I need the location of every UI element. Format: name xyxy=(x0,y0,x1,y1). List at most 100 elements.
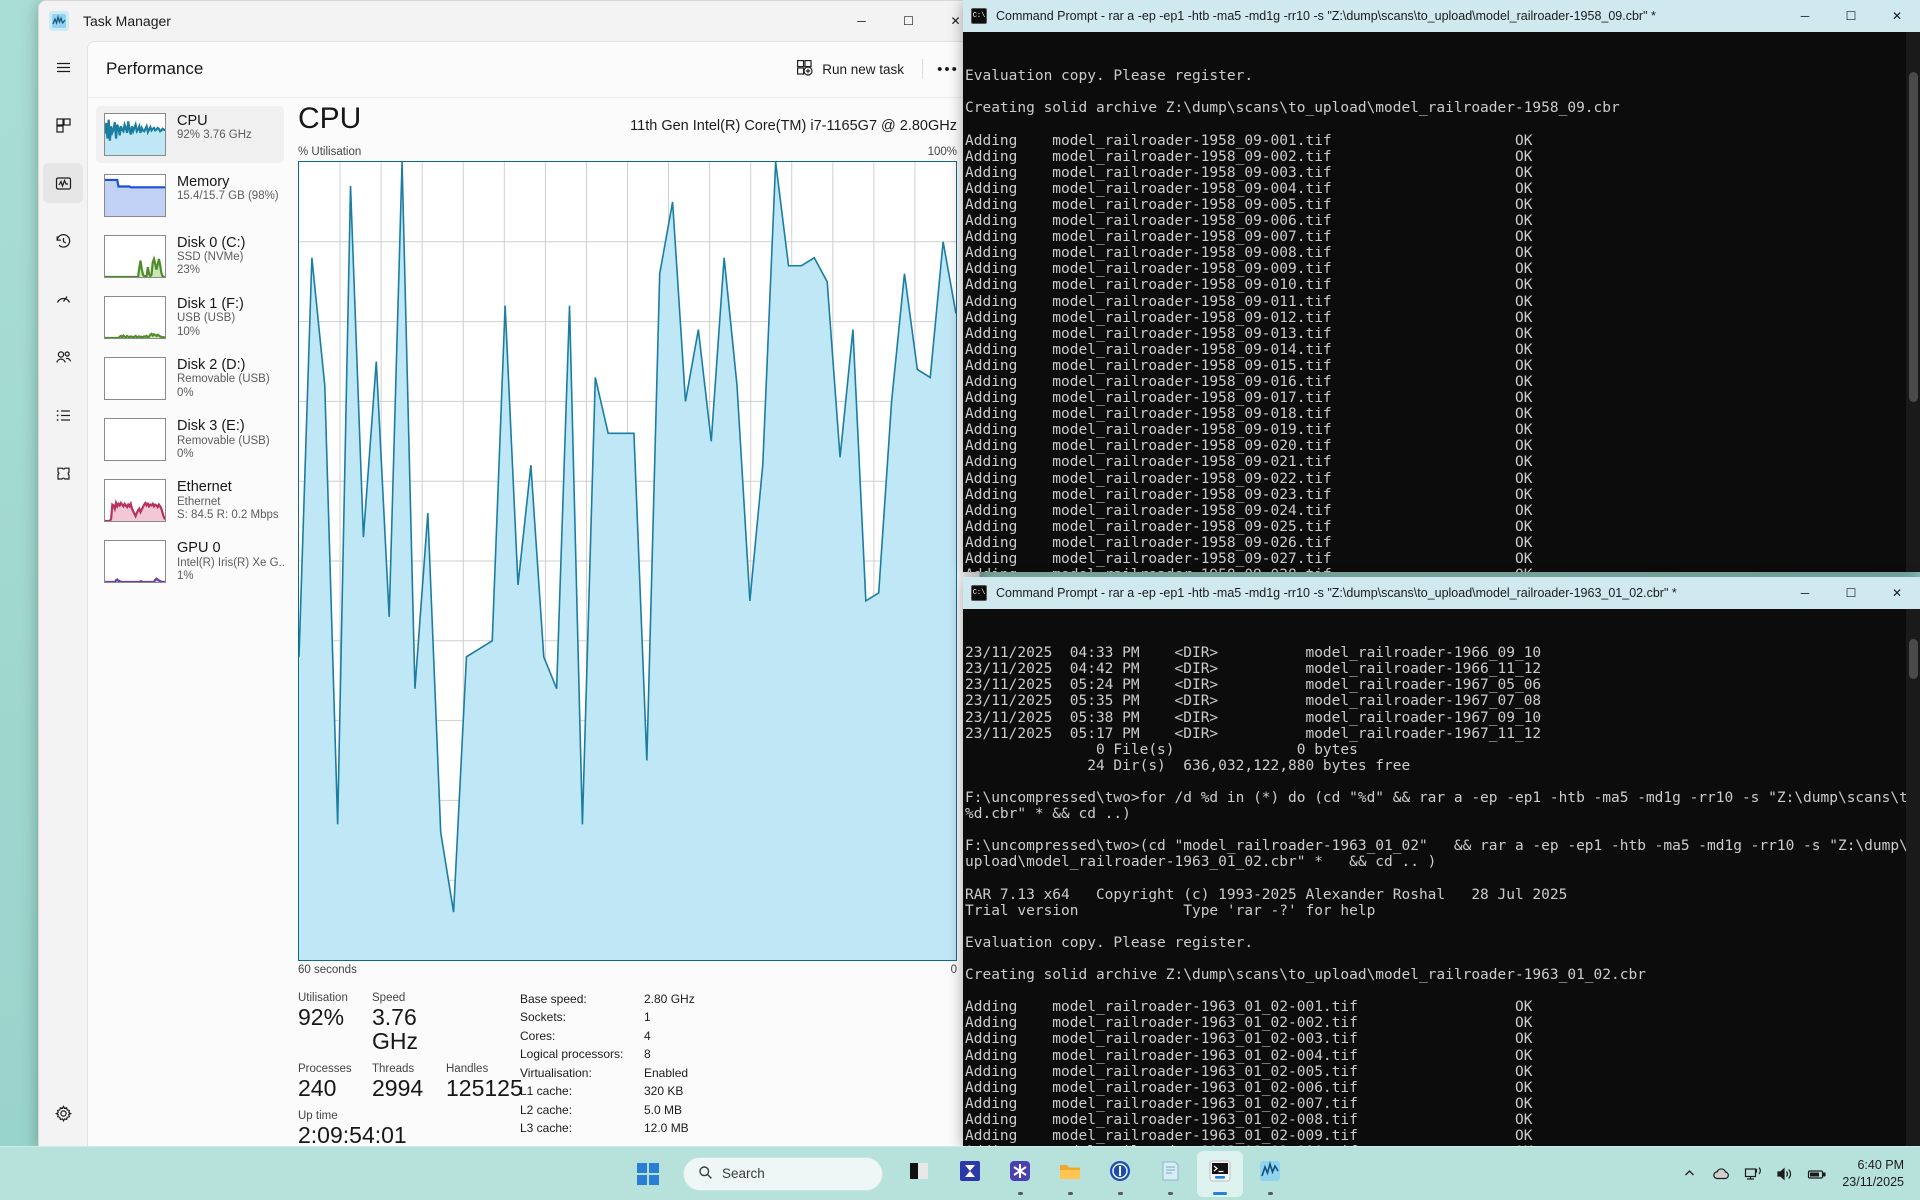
resource-item-disk-0-c[interactable]: Disk 0 (C:) SSD (NVMe) 23% xyxy=(96,228,284,285)
resource-item-cpu[interactable]: CPU 92% 3.76 GHz xyxy=(96,105,284,163)
console2-minimize-button[interactable]: ─ xyxy=(1800,586,1810,600)
resource-item-gpu-0[interactable]: GPU 0 Intel(R) Iris(R) Xe G.. 1% xyxy=(96,533,284,590)
spec-row: L1 cache: 320 KB xyxy=(520,1084,957,1098)
tray-overflow-icon[interactable] xyxy=(1678,1163,1700,1185)
graph-time-label: 60 seconds xyxy=(298,963,357,976)
system-tray[interactable]: 6:40 PM 23/11/2025 xyxy=(1678,1147,1910,1200)
taskbar-app-irfanview[interactable] xyxy=(1097,1151,1143,1197)
minimize-button[interactable]: ─ xyxy=(857,14,866,28)
sidebar-item-startup-apps[interactable] xyxy=(43,279,83,319)
command-prompt-window-1[interactable]: C:\ Command Prompt - rar a -ep -ep1 -htb… xyxy=(963,0,1920,572)
hamburger-menu-icon[interactable] xyxy=(43,47,83,87)
taskbar-app-explorer[interactable] xyxy=(1047,1151,1093,1197)
cpu-detail-pane: CPU 11th Gen Intel(R) Core(TM) i7-1165G7… xyxy=(284,98,979,1147)
console2-maximize-button[interactable]: ☐ xyxy=(1845,586,1857,600)
console2-caption-buttons[interactable]: ─ ☐ ✕ xyxy=(1782,577,1920,609)
taskbar-running-indicator xyxy=(1017,1191,1023,1195)
resource-item-disk-2-d[interactable]: Disk 2 (D:) Removable (USB) 0% xyxy=(96,350,284,407)
tray-network-icon[interactable] xyxy=(1742,1163,1764,1185)
task-manager-window[interactable]: Task Manager ─ ☐ ✕ xyxy=(38,0,980,1148)
taskbar-running-indicator xyxy=(1117,1191,1123,1195)
chart-line xyxy=(299,162,956,912)
console2-close-button[interactable]: ✕ xyxy=(1891,586,1903,600)
resource-thumbnail-memory xyxy=(104,173,166,217)
console1-close-button[interactable]: ✕ xyxy=(1891,9,1903,23)
console2-scrollbar[interactable] xyxy=(1906,609,1920,1146)
spec-value: 4 xyxy=(644,1028,651,1043)
stat-processes-value: 240 xyxy=(298,1074,337,1101)
console-line: RAR 7.13 x64 Copyright (c) 1993-2025 Ale… xyxy=(965,886,1568,903)
console-line: Adding model_railroader-1958_09-015.tif … xyxy=(965,357,1533,374)
console1-scrollbar[interactable] xyxy=(1906,32,1920,572)
sidebar-item-users[interactable] xyxy=(43,337,83,377)
console-line: Adding model_railroader-1963_01_02-008.t… xyxy=(965,1111,1533,1128)
stat-threads: Threads 2994 xyxy=(372,1063,446,1100)
resource-item-disk-3-e[interactable]: Disk 3 (E:) Removable (USB) 0% xyxy=(96,411,284,468)
taskbar[interactable]: Search xyxy=(0,1146,1920,1200)
spec-value: 8 xyxy=(644,1047,651,1062)
spec-value: 2.80 GHz xyxy=(644,991,695,1006)
taskbar-app-blackmagic[interactable] xyxy=(897,1151,943,1197)
clock-date: 23/11/2025 xyxy=(1842,1174,1904,1189)
sidebar-item-performance[interactable] xyxy=(43,163,83,203)
asterisk-icon xyxy=(1007,1158,1033,1189)
settings-icon[interactable] xyxy=(43,1093,83,1133)
resource-item-memory[interactable]: Memory 15.4/15.7 GB (98%) xyxy=(96,167,284,224)
run-new-task-button[interactable]: Run new task xyxy=(786,53,914,85)
sidebar-item-details[interactable] xyxy=(43,395,83,435)
taskbar-app-buttons[interactable] xyxy=(897,1150,1293,1197)
resource-list[interactable]: CPU 92% 3.76 GHz Memory 15.4/15.7 GB (98%) D… xyxy=(88,97,284,1147)
taskbar-clock[interactable]: 6:40 PM 23/11/2025 xyxy=(1838,1157,1910,1191)
resource-item-ethernet[interactable]: Ethernet Ethernet S: 84.5 R: 0.2 Mbps xyxy=(96,472,284,529)
console1-minimize-button[interactable]: ─ xyxy=(1800,9,1810,23)
console-line: %d.cbr" * && cd ..) xyxy=(965,806,1131,823)
taskbar-app-notepad[interactable] xyxy=(1147,1151,1193,1197)
task-manager-titlebar[interactable]: Task Manager ─ ☐ ✕ xyxy=(39,1,979,41)
console-line: Adding model_railroader-1958_09-014.tif … xyxy=(965,341,1533,358)
console-line xyxy=(965,116,1920,132)
console1-output[interactable]: Evaluation copy. Please register. Creatin… xyxy=(963,32,1920,572)
task-manager-nav-rail[interactable] xyxy=(39,41,87,1147)
sidebar-item-processes[interactable] xyxy=(43,105,83,145)
sidebar-item-app-history[interactable] xyxy=(43,221,83,261)
tray-volume-icon[interactable] xyxy=(1774,1163,1796,1185)
close-button[interactable]: ✕ xyxy=(950,14,961,28)
taskmanager-icon xyxy=(1257,1158,1283,1189)
maximize-button[interactable]: ☐ xyxy=(903,14,914,28)
resource-sub1: Ethernet xyxy=(177,495,221,508)
resource-sub1: 92% 3.76 GHz xyxy=(177,129,252,142)
stat-utilisation: Utilisation 92% xyxy=(298,992,372,1053)
more-options-button[interactable]: ••• xyxy=(937,60,959,78)
console2-titlebar[interactable]: C:\ Command Prompt - rar a -ep -ep1 -htb… xyxy=(963,577,1920,609)
console2-output[interactable]: 23/11/2025 04:33 PM <DIR> model_railroad… xyxy=(963,609,1920,1146)
sidebar-item-services[interactable] xyxy=(43,453,83,493)
run-new-task-label: Run new task xyxy=(822,61,904,77)
run-new-task-icon xyxy=(796,59,813,79)
resource-sub1: Removable (USB) xyxy=(177,434,270,447)
taskbar-app-taskmanager[interactable] xyxy=(1247,1151,1293,1197)
console-line: Adding model_railroader-1963_01_02-002.t… xyxy=(965,1015,1533,1032)
console-line: Adding model_railroader-1958_09-012.tif … xyxy=(965,309,1533,326)
console1-titlebar[interactable]: C:\ Command Prompt - rar a -ep -ep1 -htb… xyxy=(963,0,1920,32)
tray-battery-icon[interactable] xyxy=(1806,1163,1828,1185)
command-prompt-window-2[interactable]: C:\ Command Prompt - rar a -ep -ep1 -htb… xyxy=(963,577,1920,1146)
taskbar-app-scanner[interactable] xyxy=(947,1151,993,1197)
task-manager-caption-buttons[interactable]: ─ ☐ ✕ xyxy=(838,1,979,41)
tray-onedrive-icon[interactable] xyxy=(1710,1163,1732,1185)
resource-text: GPU 0 Intel(R) Iris(R) Xe G.. 1% xyxy=(177,540,284,583)
resource-thumbnail-flat xyxy=(104,356,166,400)
start-button[interactable] xyxy=(627,1153,669,1195)
taskbar-app-asterisk[interactable] xyxy=(997,1151,1043,1197)
console-line: Adding model_railroader-1958_09-017.tif … xyxy=(965,390,1533,407)
toolbar-divider xyxy=(922,59,923,80)
console1-caption-buttons[interactable]: ─ ☐ ✕ xyxy=(1782,0,1920,32)
console-line: Adding model_railroader-1958_09-003.tif … xyxy=(965,164,1533,181)
resource-item-disk-1-f[interactable]: Disk 1 (F:) USB (USB) 10% xyxy=(96,289,284,346)
search-box[interactable]: Search xyxy=(683,1156,883,1191)
taskbar-app-cmd[interactable] xyxy=(1197,1150,1243,1197)
chart-area-fill xyxy=(299,161,956,960)
stats-row-3: Up time 2:09:54:01 xyxy=(298,1110,520,1147)
console1-maximize-button[interactable]: ☐ xyxy=(1845,9,1857,23)
folder-icon xyxy=(1057,1158,1083,1189)
taskbar-center-group[interactable]: Search xyxy=(627,1150,1293,1197)
